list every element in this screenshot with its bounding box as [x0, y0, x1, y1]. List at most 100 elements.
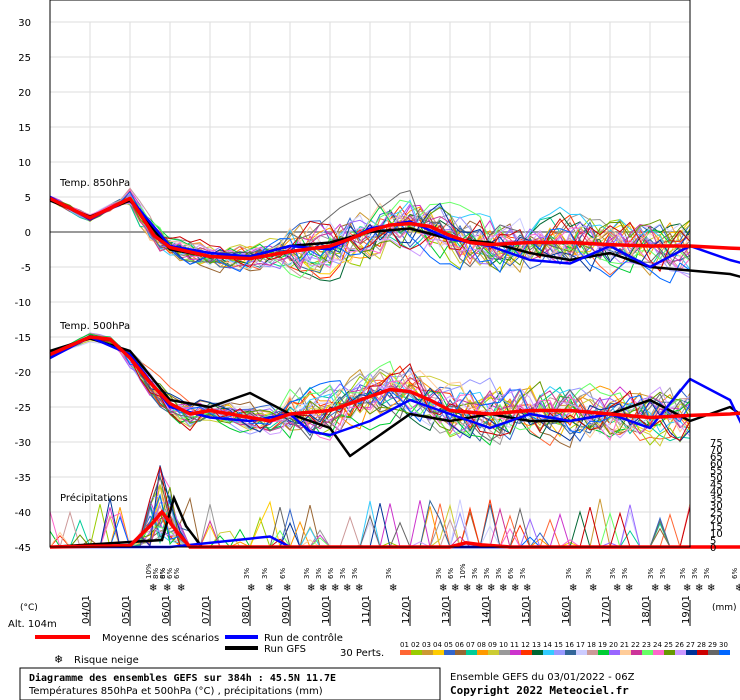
right-tick-label: 60	[710, 459, 723, 470]
snow-risk-pct: 6%	[447, 568, 455, 579]
perturbation-legend: 01 02 03 04 05 06 07 08 09 10 11 12 13 14 15 16 17 18 19 20…	[400, 641, 730, 655]
snowflake-icon: ❄	[511, 583, 519, 594]
pert-label: 12	[521, 641, 530, 649]
snowflake-icon: ❄	[149, 583, 157, 594]
snow-risk-pct: 3%	[609, 568, 617, 579]
left-tick-label: -45	[15, 543, 31, 554]
pert-label: 10	[499, 641, 508, 649]
pert-label: 06	[455, 641, 464, 649]
pert-label: 15	[554, 641, 563, 649]
x-tick-label: 05/01	[121, 595, 132, 624]
right-tick-label: 70	[710, 445, 723, 456]
right-tick-label: 65	[710, 452, 723, 463]
pert-label: 18	[587, 641, 596, 649]
snowflake-icon: ❄	[695, 583, 703, 594]
snowflake-icon: ❄	[463, 583, 471, 594]
pert-label: 17	[576, 641, 585, 649]
left-tick-label: 30	[18, 18, 31, 29]
pert-label: 16	[565, 641, 574, 649]
snowflake-icon: ❄	[487, 583, 495, 594]
pert-swatch	[532, 650, 543, 655]
snow-risk-pct: 3%	[565, 568, 573, 579]
pert-swatch	[609, 650, 620, 655]
snowflake-icon: ❄	[523, 583, 531, 594]
altitude-label: Alt. 104m	[8, 619, 57, 630]
pert-swatch	[477, 650, 488, 655]
snow-risk-pct: 3%	[303, 568, 311, 579]
legend-control-label: Run de contrôle	[264, 632, 343, 644]
pert-swatch	[411, 650, 422, 655]
pert-swatch	[433, 650, 444, 655]
pert-label: 14	[543, 641, 552, 649]
footer-box	[19, 667, 441, 700]
x-tick-label: 08/01	[241, 595, 252, 624]
pert-label: 19	[598, 641, 607, 649]
snow-risk-pct: 10%	[145, 563, 153, 579]
pert-label: 22	[631, 641, 640, 649]
pert-swatch	[422, 650, 433, 655]
pert-swatch	[642, 650, 653, 655]
left-tick-label: 0	[25, 228, 31, 239]
pert-swatch	[455, 650, 466, 655]
snowflake-icon: ❄	[163, 583, 171, 594]
left-tick-label: 20	[18, 88, 31, 99]
snow-risk-pct: 6%	[279, 568, 287, 579]
x-tick-label: 17/01	[601, 595, 612, 624]
left-tick-label: 25	[18, 53, 31, 64]
pert-swatch	[543, 650, 554, 655]
snowflake-icon: ❄	[475, 583, 483, 594]
footer-subtitle: Températures 850hPa et 500hPa (°C) , pré…	[28, 685, 323, 697]
pert-swatch	[488, 650, 499, 655]
pert-swatch	[521, 650, 532, 655]
pert-label: 11	[510, 641, 519, 649]
right-tick-label: 0	[710, 543, 716, 554]
snowflake-icon: ❄	[331, 583, 339, 594]
right-axis-unit: (mm)	[712, 603, 737, 613]
pert-swatch	[554, 650, 565, 655]
snowflake-icon: ❄	[735, 583, 740, 594]
x-tick-label: 04/01	[81, 595, 92, 624]
snowflake-icon: ❄	[54, 653, 63, 666]
legend: Moyenne des scénarios Run de contrôle Ru…	[35, 632, 384, 666]
x-tick-label: 10/01	[321, 595, 332, 624]
pert-swatch	[631, 650, 642, 655]
pert-label: 29	[708, 641, 717, 649]
perturbation-line	[49, 334, 691, 433]
x-tick-label: 09/01	[281, 595, 292, 624]
x-tick-label: 11/01	[361, 595, 372, 624]
right-tick-label: 20	[710, 515, 723, 526]
left-tick-label: 10	[18, 158, 31, 169]
x-tick-label: 16/01	[561, 595, 572, 624]
snowflake-icon: ❄	[651, 583, 659, 594]
snowflake-icon: ❄	[247, 583, 255, 594]
perturbation-line	[49, 190, 691, 274]
pert-swatch	[576, 650, 587, 655]
left-tick-label: -30	[15, 438, 31, 449]
snow-risk-pct: 3%	[679, 568, 687, 579]
snow-risk-pct: 3%	[495, 568, 503, 579]
snow-risk-pct: 3%	[315, 568, 323, 579]
snowflake-icon: ❄	[499, 583, 507, 594]
x-tick-label: 18/01	[641, 595, 652, 624]
pert-swatch	[653, 650, 664, 655]
x-tick-label: 06/01	[161, 595, 172, 624]
right-tick-label: 40	[710, 487, 723, 498]
perturbation-line	[49, 189, 691, 268]
snow-risk-pct: 3%	[659, 568, 667, 579]
snowflake-icon: ❄	[319, 583, 327, 594]
snowflake-icon: ❄	[683, 583, 691, 594]
left-tick-label: -35	[15, 473, 31, 484]
footer-copyright: Copyright 2022 Meteociel.fr	[450, 684, 629, 697]
right-tick-label: 50	[710, 473, 723, 484]
pert-label: 30	[719, 641, 728, 649]
pert-swatch	[466, 650, 477, 655]
legend-perts-label: 30 Perts.	[340, 648, 384, 659]
x-tick-label: 07/01	[201, 595, 212, 624]
pert-label: 07	[466, 641, 475, 649]
snow-risk-row: 10% 8% 6%❄8% 6%❄6%❄3%❄3%❄6%❄3%❄3%❄6%❄3%❄3%❄…	[145, 563, 740, 594]
perturbation-line	[49, 337, 691, 442]
legend-mean-label: Moyenne des scénarios	[102, 632, 219, 644]
axes: 302520151050-5-10-15-20-25-30-35-40-4575…	[15, 0, 723, 626]
snowflake-icon: ❄	[439, 583, 447, 594]
snow-risk-pct: 3%	[385, 568, 393, 579]
